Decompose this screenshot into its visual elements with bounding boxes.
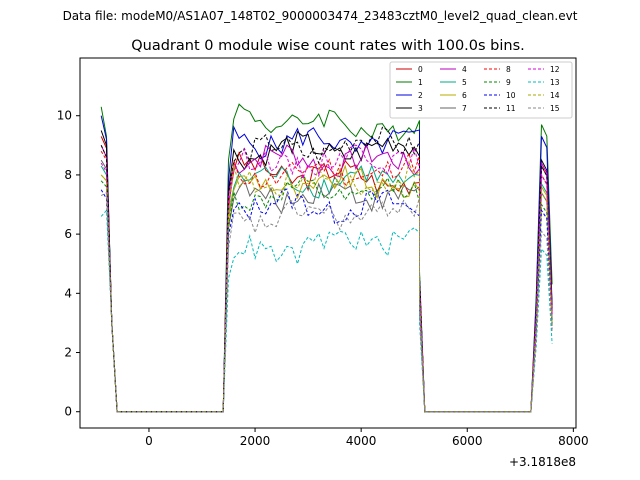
y-tick-label: 4 (64, 286, 72, 300)
legend-label-3: 3 (418, 104, 423, 113)
series-line-5 (100, 164, 553, 413)
series-line-2 (100, 115, 553, 413)
y-tick-label: 2 (64, 346, 72, 360)
series-line-4 (100, 143, 553, 413)
series-line-11 (100, 126, 553, 413)
legend-label-6: 6 (462, 91, 467, 100)
legend-label-10: 10 (506, 91, 516, 100)
series-line-0 (100, 136, 553, 413)
series-line-14 (100, 160, 553, 413)
legend-box (389, 61, 573, 119)
legend-label-14: 14 (550, 91, 560, 100)
x-offset-label: +3.1818e8 (509, 455, 576, 469)
x-tick-label: 6000 (452, 434, 483, 448)
y-tick-label: 8 (64, 168, 72, 182)
x-tick-label: 4000 (346, 434, 377, 448)
series-line-6 (100, 164, 553, 413)
series-line-9 (100, 174, 553, 413)
plot-frame (79, 57, 577, 429)
x-axis: 0 2000 4000 6000 8000 (145, 428, 589, 448)
legend-label-12: 12 (550, 65, 560, 74)
series-line-7 (100, 159, 553, 413)
legend-label-9: 9 (506, 78, 511, 87)
series-line-12 (100, 144, 553, 413)
legend-label-0: 0 (418, 65, 423, 74)
legend-label-4: 4 (462, 65, 467, 74)
legend-label-7: 7 (462, 104, 467, 113)
series-line-15 (100, 191, 553, 413)
series-line-8 (100, 150, 553, 413)
x-tick-label: 2000 (240, 434, 271, 448)
series-line-1 (100, 103, 553, 413)
legend-label-8: 8 (506, 65, 511, 74)
x-tick-label: 0 (145, 434, 153, 448)
legend-label-11: 11 (506, 104, 516, 113)
file-suptitle: Data file: modeM0/AS1A07_148T02_90000034… (63, 9, 578, 23)
x-tick-label: 8000 (558, 434, 589, 448)
chart-title: Quadrant 0 module wise count rates with … (131, 38, 525, 54)
y-tick-label: 0 (64, 405, 72, 419)
series-line-13 (100, 209, 553, 413)
y-axis: 0 2 4 6 8 10 (57, 109, 80, 419)
series-line-10 (100, 188, 553, 413)
legend-label-5: 5 (462, 78, 467, 87)
series-lines (100, 103, 553, 413)
y-tick-label: 6 (64, 227, 72, 241)
series-line-3 (100, 130, 553, 413)
legend-label-13: 13 (550, 78, 560, 87)
y-tick-label: 10 (57, 109, 72, 123)
legend-label-2: 2 (418, 91, 423, 100)
legend-label-15: 15 (550, 104, 560, 113)
legend-label-1: 1 (418, 78, 423, 87)
